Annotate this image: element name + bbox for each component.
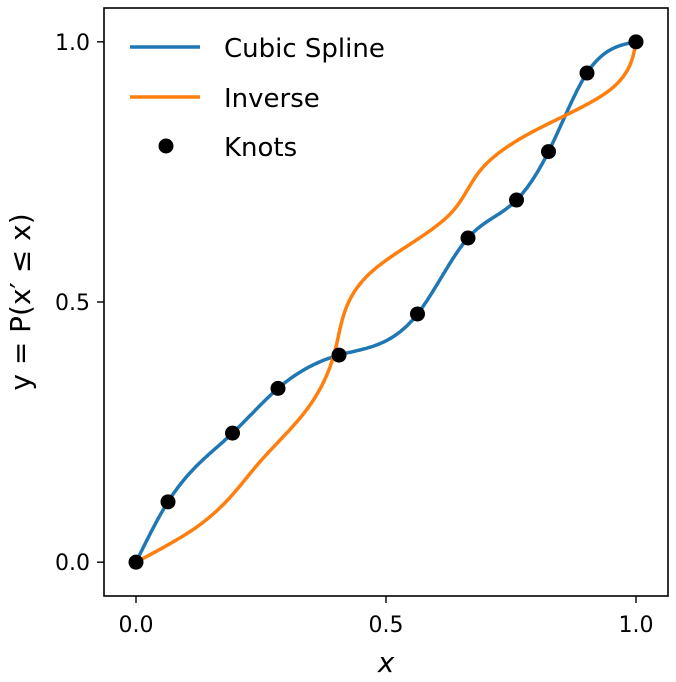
knot-point (160, 494, 176, 510)
legend-swatch-knots (158, 138, 174, 154)
y-axis-label: y = P(x′ ≤ x) (4, 213, 37, 390)
knot-point (410, 306, 425, 322)
y-tick-label: 1.0 (55, 31, 90, 56)
x-tick-label: 0.5 (369, 613, 404, 638)
knot-point (331, 347, 347, 363)
series-cubic-spline (134, 40, 637, 563)
knot-point (225, 425, 240, 441)
legend: Cubic Spline Inverse Knots (130, 34, 385, 163)
x-tick-label: 0.0 (119, 613, 154, 638)
legend-label-knots: Knots (224, 133, 297, 163)
knot-point (541, 144, 556, 160)
plot-area (128, 34, 644, 570)
knot-point (628, 34, 644, 50)
knot-point (509, 192, 524, 208)
legend-label-cubic-spline: Cubic Spline (224, 34, 385, 64)
knot-point (270, 380, 286, 396)
y-tick-label: 0.5 (55, 291, 90, 316)
knot-point (460, 230, 476, 246)
knot-point (579, 65, 595, 81)
knot-point (128, 554, 144, 570)
series-inverse (135, 41, 638, 564)
x-axis-label: x (377, 646, 395, 679)
ticks: 0.0 0.5 1.0 0.0 0.5 1.0 (55, 31, 654, 638)
x-tick-label: 1.0 (619, 613, 654, 638)
y-tick-label: 0.0 (55, 551, 90, 576)
legend-label-inverse: Inverse (224, 84, 320, 114)
